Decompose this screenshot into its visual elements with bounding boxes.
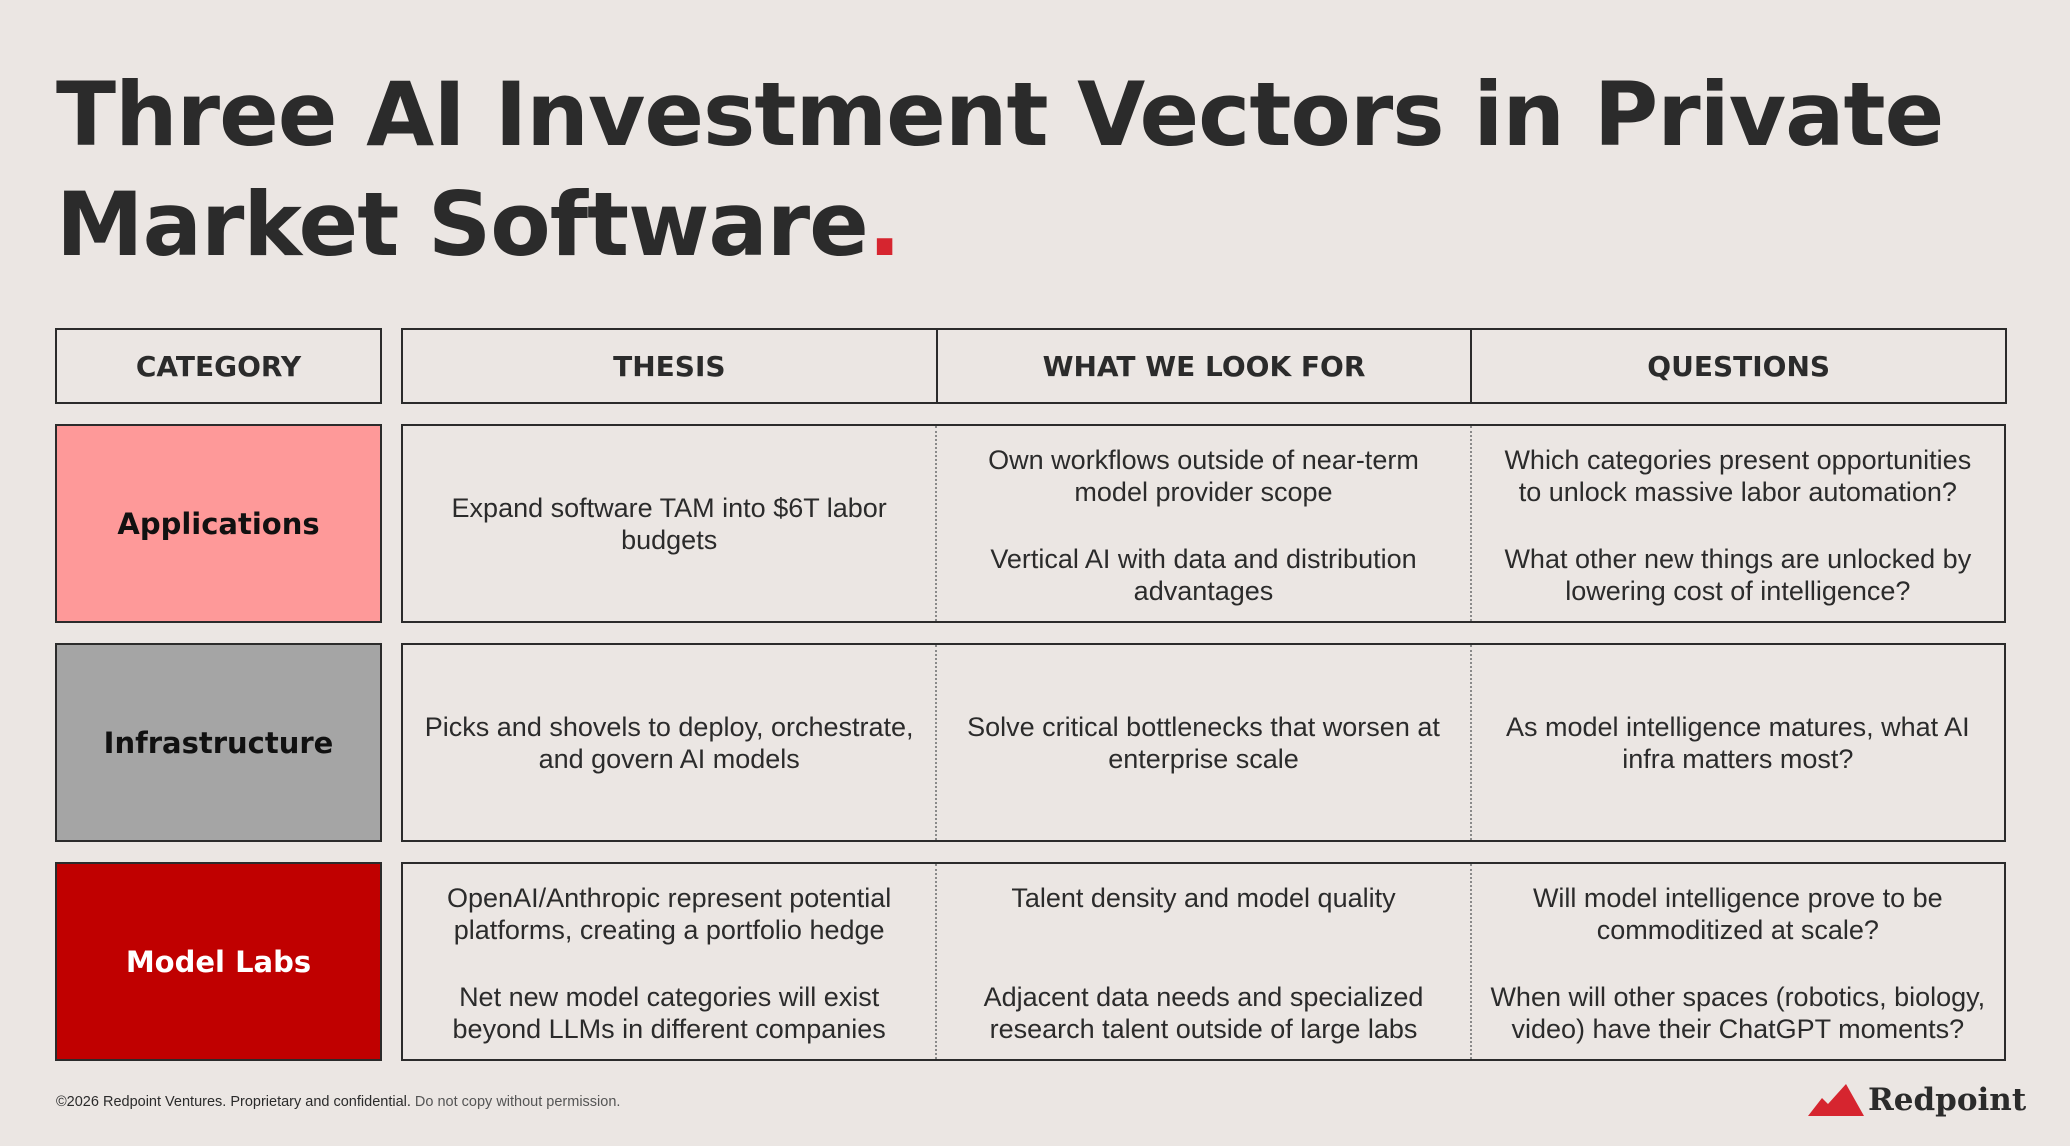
thesis-text: Picks and shovels to deploy, orchestrate… [424, 711, 914, 774]
category-cell-applications: Applications [55, 424, 382, 623]
table-row: OpenAI/Anthropic represent potential pla… [401, 862, 2006, 1061]
thesis-text: OpenAI/Anthropic represent potential pla… [447, 883, 892, 945]
table-row: Picks and shovels to deploy, orchestrate… [401, 643, 2006, 842]
question-text: As model intelligence matures, what AI i… [1505, 711, 1970, 774]
redpoint-logo: Redpoint [1808, 1082, 2026, 1118]
table-row: Expand software TAM into $6T labor budge… [401, 424, 2006, 623]
mountain-icon [1808, 1084, 1864, 1116]
look-for-text: Own workflows outside of near-term model… [988, 445, 1419, 507]
look-for-text: Solve critical bottlenecks that worsen a… [967, 711, 1440, 774]
look-for-cell: Solve critical bottlenecks that worsen a… [935, 645, 1469, 840]
look-for-cell: Own workflows outside of near-term model… [935, 426, 1469, 621]
header-group: THESIS WHAT WE LOOK FOR QUESTIONS [401, 328, 2007, 404]
footer-copyright: ©2026 Redpoint Ventures. Proprietary and… [56, 1094, 620, 1110]
category-label: Applications [117, 506, 320, 541]
thesis-text: Expand software TAM into $6T labor budge… [451, 492, 887, 555]
thesis-cell: Expand software TAM into $6T labor budge… [403, 426, 935, 621]
page-title: Three AI Investment Vectors in Private M… [56, 60, 1956, 280]
header-what-we-look-for: WHAT WE LOOK FOR [935, 330, 1471, 402]
question-text: What other new things are unlocked by lo… [1504, 544, 1972, 606]
category-cell-model-labs: Model Labs [55, 862, 382, 1061]
header-thesis: THESIS [613, 349, 726, 383]
thesis-cell: Picks and shovels to deploy, orchestrate… [403, 645, 935, 840]
look-for-text: Adjacent data needs and specialized rese… [983, 982, 1424, 1044]
look-for-text: Vertical AI with data and distribution a… [990, 544, 1417, 606]
logo-wordmark: Redpoint [1868, 1082, 2027, 1118]
thesis-cell: OpenAI/Anthropic represent potential pla… [403, 864, 935, 1059]
look-for-text: Talent density and model quality [1011, 883, 1396, 913]
question-text: When will other spaces (robotics, biolog… [1490, 982, 1986, 1044]
title-line-2: Market Software [56, 173, 869, 276]
questions-cell: Will model intelligence prove to be comm… [1469, 864, 2004, 1059]
look-for-cell: Talent density and model quality Adjacen… [935, 864, 1469, 1059]
title-accent-dot: . [867, 173, 901, 276]
questions-cell: Which categories present opportunities t… [1469, 426, 2004, 621]
category-label: Model Labs [125, 944, 312, 979]
questions-cell: As model intelligence matures, what AI i… [1469, 645, 2004, 840]
copyright-text: ©2026 Redpoint Ventures. Proprietary and… [56, 1094, 411, 1110]
category-label: Infrastructure [103, 725, 334, 760]
title-line-1: Three AI Investment Vectors in Private [56, 63, 1944, 166]
question-text: Which categories present opportunities t… [1504, 445, 1972, 507]
copy-notice-text: Do not copy without permission. [414, 1094, 621, 1110]
header-category: CATEGORY [55, 328, 382, 404]
thesis-text: Net new model categories will exist beyo… [452, 982, 886, 1044]
question-text: Will model intelligence prove to be comm… [1532, 883, 1943, 945]
header-questions: QUESTIONS [1470, 330, 2005, 402]
category-cell-infrastructure: Infrastructure [55, 643, 382, 842]
